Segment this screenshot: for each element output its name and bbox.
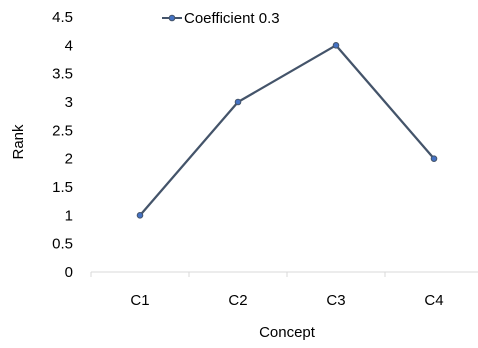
legend-label: Coefficient 0.3 [184,10,280,27]
x-tick-label: C2 [228,292,247,309]
data-point-marker [136,212,144,219]
chart-legend: Coefficient 0.3 [162,10,280,27]
y-tick-label: 1 [65,207,73,224]
x-tick-label: C4 [424,292,443,309]
series-line [139,44,435,217]
y-tick-label: 3.5 [52,66,73,83]
data-point-marker [234,98,242,106]
y-tick-label: 4 [65,37,73,54]
data-point-marker [430,155,438,162]
series-coefficient-0-3 [136,42,438,219]
y-tick-label: 1.5 [52,179,73,196]
y-tick-label: 2.5 [52,122,73,139]
y-axis-tick-labels: 0 0.5 1 1.5 2 2.5 3 3.5 4 4.5 [52,9,73,281]
y-tick-label: 0.5 [52,236,73,253]
legend-marker-sample [168,14,176,22]
x-axis-title: Concept [259,324,316,341]
y-tick-label: 4.5 [52,9,73,26]
y-tick-label: 0 [65,264,73,281]
y-tick-label: 2 [65,151,73,168]
y-axis-title: Rank [10,124,27,160]
data-point-marker [332,42,340,49]
x-tick-label: C1 [130,292,149,309]
x-tick-label: C3 [326,292,345,309]
y-tick-label: 3 [65,94,73,111]
x-axis-tick-labels: C1 C2 C3 C4 [90,272,444,309]
